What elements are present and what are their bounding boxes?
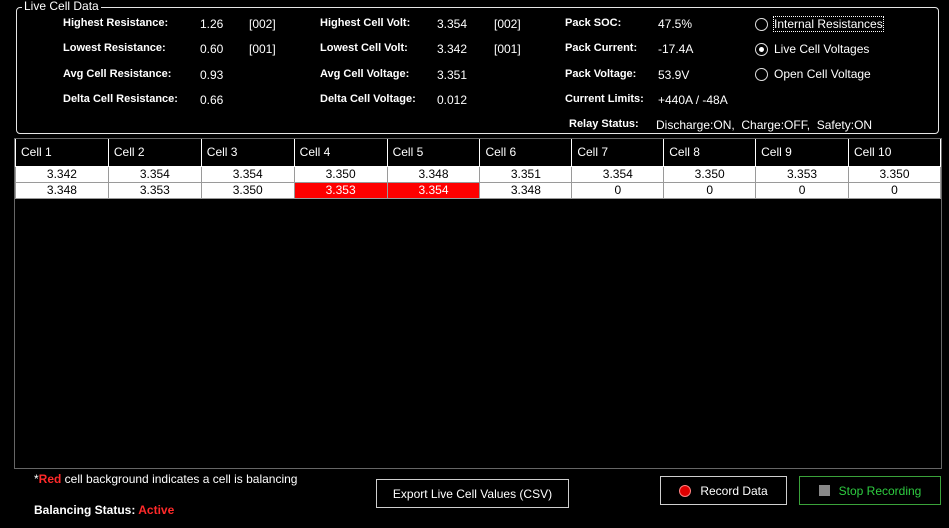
table-row[interactable]: 3.342 3.354 3.354 3.350 3.348 3.351 3.35… — [15, 165, 941, 183]
radio-internal-resistances[interactable]: Internal Resistances — [755, 16, 884, 32]
table-cell[interactable]: 3.348 — [479, 181, 573, 199]
export-csv-button[interactable]: Export Live Cell Values (CSV) — [376, 479, 569, 508]
table-cell[interactable]: 3.351 — [479, 165, 573, 183]
radio-label[interactable]: Open Cell Voltage — [774, 67, 871, 81]
table-cell[interactable]: 0 — [755, 181, 850, 199]
pack-current-label: Pack Current: — [565, 42, 638, 54]
avg-voltage-label: Avg Cell Voltage: — [320, 68, 410, 80]
radio-circle-checked-icon[interactable] — [755, 42, 768, 56]
balancing-status-label: Balancing Status: — [34, 503, 136, 517]
header-row: Cell 1 Cell 2 Cell 3 Cell 4 Cell 5 Cell … — [15, 139, 941, 167]
lowest-volt-label: Lowest Cell Volt: — [320, 42, 408, 54]
current-limits-value: +440A / -48A — [658, 93, 728, 107]
highest-resistance-cell: [002] — [249, 17, 276, 31]
stop-recording-label: Stop Recording — [838, 483, 922, 498]
table-cell[interactable]: 3.350 — [293, 165, 388, 183]
record-data-label: Record Data — [700, 483, 768, 498]
radio-circle-icon[interactable] — [755, 17, 768, 31]
table-cell[interactable]: 3.353 — [755, 165, 850, 183]
avg-resistance-label: Avg Cell Resistance: — [63, 68, 172, 80]
column-header[interactable]: Cell 9 — [755, 139, 850, 167]
column-header[interactable]: Cell 2 — [107, 139, 202, 167]
column-header[interactable]: Cell 10 — [848, 139, 941, 167]
cell-data-grid[interactable]: Cell 1 Cell 2 Cell 3 Cell 4 Cell 5 Cell … — [14, 138, 942, 469]
record-data-button[interactable]: Record Data — [660, 476, 787, 505]
column-header[interactable]: Cell 4 — [293, 139, 388, 167]
lowest-volt-cell: [001] — [494, 42, 521, 56]
table-cell[interactable]: 3.350 — [200, 181, 295, 199]
table-cell-balancing[interactable]: 3.353 — [293, 181, 388, 199]
column-header[interactable]: Cell 8 — [663, 139, 757, 167]
highest-volt-value: 3.354 — [437, 17, 468, 31]
balancing-legend-note: *Red cell background indicates a cell is… — [34, 472, 297, 486]
cell-table: Cell 1 Cell 2 Cell 3 Cell 4 Cell 5 Cell … — [15, 139, 941, 199]
legend-text: cell background indicates a cell is bala… — [61, 472, 298, 486]
record-icon — [679, 484, 692, 497]
table-cell[interactable]: 3.354 — [107, 165, 202, 183]
column-header[interactable]: Cell 1 — [15, 139, 109, 167]
table-cell[interactable]: 0 — [663, 181, 757, 199]
table-cell[interactable]: 3.350 — [663, 165, 757, 183]
balancing-status: Balancing Status: Active — [34, 503, 174, 517]
avg-resistance-value: 0.93 — [200, 68, 224, 82]
pack-current-value: -17.4A — [658, 42, 694, 56]
table-cell[interactable]: 3.342 — [15, 165, 109, 183]
pack-soc-value: 47.5% — [658, 17, 693, 31]
radio-label[interactable]: Live Cell Voltages — [774, 42, 870, 56]
lowest-volt-value: 3.342 — [437, 42, 468, 56]
delta-resistance-value: 0.66 — [200, 93, 224, 107]
export-csv-label: Export Live Cell Values (CSV) — [392, 486, 553, 501]
column-header[interactable]: Cell 5 — [386, 139, 481, 167]
relay-status-value: Discharge:ON, Charge:OFF, Safety:ON — [656, 118, 873, 132]
delta-voltage-value: 0.012 — [437, 93, 468, 107]
table-cell[interactable]: 3.353 — [107, 181, 202, 199]
table-cell[interactable]: 3.348 — [386, 165, 481, 183]
highest-resistance-label: Highest Resistance: — [63, 17, 169, 29]
stop-recording-button[interactable]: Stop Recording — [799, 476, 941, 505]
highest-volt-label: Highest Cell Volt: — [320, 17, 411, 29]
column-header[interactable]: Cell 6 — [479, 139, 573, 167]
delta-resistance-label: Delta Cell Resistance: — [63, 93, 178, 105]
avg-voltage-value: 3.351 — [437, 68, 468, 82]
legend-star: * — [34, 472, 39, 486]
table-cell-balancing[interactable]: 3.354 — [386, 181, 481, 199]
balancing-status-value: Active — [138, 503, 175, 517]
table-cell[interactable]: 3.350 — [848, 165, 941, 183]
pack-voltage-value: 53.9V — [658, 68, 690, 82]
table-cell[interactable]: 0 — [848, 181, 941, 199]
stop-icon — [818, 485, 830, 496]
column-header[interactable]: Cell 7 — [571, 139, 665, 167]
table-cell[interactable]: 0 — [571, 181, 665, 199]
radio-open-cell-voltage[interactable]: Open Cell Voltage — [755, 66, 871, 82]
table-row[interactable]: 3.348 3.353 3.350 3.353 3.354 3.348 0 0 … — [15, 181, 941, 199]
relay-status-label: Relay Status: — [569, 118, 639, 130]
table-cell[interactable]: 3.348 — [15, 181, 109, 199]
highest-volt-cell: [002] — [494, 17, 521, 31]
radio-label[interactable]: Internal Resistances — [773, 16, 884, 32]
table-cell[interactable]: 3.354 — [571, 165, 665, 183]
group-title: Live Cell Data — [22, 0, 101, 13]
legend-red-word: Red — [38, 472, 62, 486]
radio-live-cell-voltages[interactable]: Live Cell Voltages — [755, 41, 869, 57]
column-header[interactable]: Cell 3 — [200, 139, 295, 167]
table-cell[interactable]: 3.354 — [200, 165, 295, 183]
highest-resistance-value: 1.26 — [200, 17, 224, 31]
radio-circle-icon[interactable] — [755, 67, 768, 81]
pack-voltage-label: Pack Voltage: — [565, 68, 637, 80]
lowest-resistance-cell: [001] — [249, 42, 276, 56]
lowest-resistance-value: 0.60 — [200, 42, 224, 56]
current-limits-label: Current Limits: — [565, 93, 644, 105]
lowest-resistance-label: Lowest Resistance: — [63, 42, 166, 54]
live-cell-data-group — [16, 7, 939, 134]
pack-soc-label: Pack SOC: — [565, 17, 622, 29]
delta-voltage-label: Delta Cell Voltage: — [320, 93, 416, 105]
